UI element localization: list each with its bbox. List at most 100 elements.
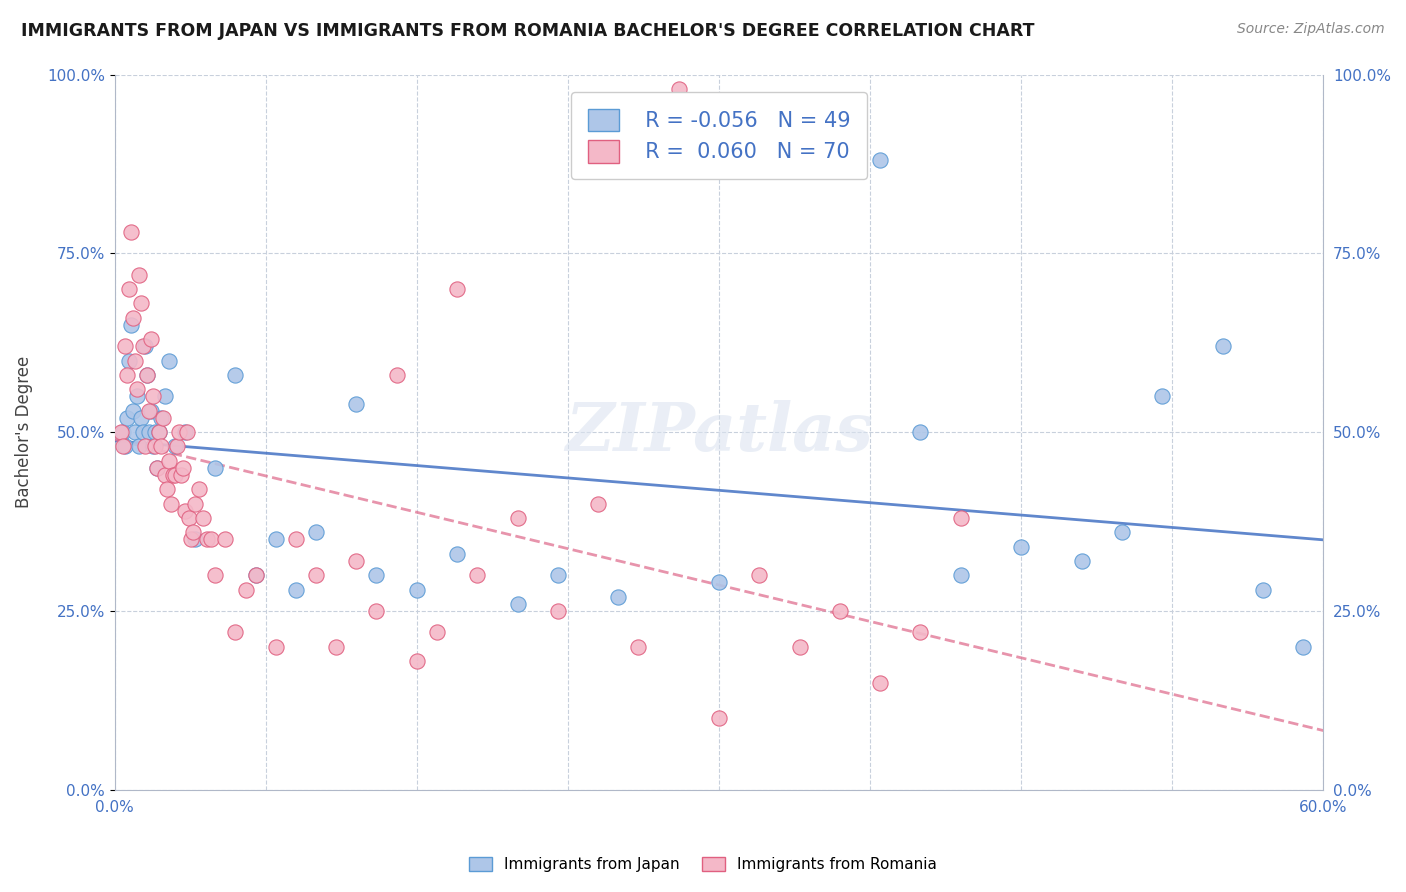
Point (121, 310, 143, 325)
Text: ZIPatlas: ZIPatlas (565, 400, 873, 465)
Point (135, 368, 157, 382)
Point (405, 654, 427, 668)
Point (235, 582, 257, 597)
Point (305, 568, 328, 582)
Point (142, 440, 165, 454)
Point (134, 440, 156, 454)
Point (181, 525, 204, 540)
Point (115, 368, 138, 382)
Point (139, 403, 162, 417)
Point (153, 468, 176, 483)
Point (465, 568, 488, 582)
Point (115, 410, 138, 425)
Point (828, 604, 851, 618)
Legend:   R = -0.056   N = 49,   R =  0.060   N = 70: R = -0.056 N = 49, R = 0.060 N = 70 (571, 92, 866, 179)
Point (143, 440, 166, 454)
Point (149, 440, 172, 454)
Point (156, 483, 179, 497)
Point (111, 440, 134, 454)
Point (214, 533, 236, 547)
Point (146, 461, 169, 475)
Point (125, 382, 148, 396)
Point (184, 497, 207, 511)
Point (1212, 339, 1234, 353)
Point (204, 461, 226, 475)
Point (869, 153, 891, 168)
Point (184, 533, 207, 547)
Point (264, 533, 287, 547)
Point (162, 468, 184, 483)
Point (129, 410, 152, 425)
Point (284, 533, 307, 547)
Point (668, 82, 690, 96)
Point (949, 511, 972, 525)
Point (142, 389, 165, 403)
Point (118, 353, 141, 368)
Point (195, 533, 218, 547)
Point (586, 497, 609, 511)
Point (153, 389, 176, 403)
Point (124, 353, 146, 368)
Point (193, 511, 215, 525)
Point (366, 604, 388, 618)
Point (1251, 582, 1274, 597)
Point (138, 425, 160, 440)
Point (305, 525, 328, 540)
Point (114, 440, 136, 454)
Point (120, 225, 142, 239)
Point (157, 353, 180, 368)
Point (148, 425, 170, 440)
Point (245, 568, 267, 582)
Point (139, 332, 162, 346)
Point (910, 625, 932, 640)
Legend: Immigrants from Japan, Immigrants from Romania: Immigrants from Japan, Immigrants from R… (461, 849, 945, 880)
Point (607, 590, 630, 604)
Point (627, 640, 650, 654)
Point (1152, 389, 1174, 403)
Text: Source: ZipAtlas.com: Source: ZipAtlas.com (1237, 22, 1385, 37)
Point (121, 403, 143, 417)
Point (143, 425, 166, 440)
Point (748, 568, 770, 582)
Point (224, 625, 246, 640)
Point (134, 339, 156, 353)
Point (152, 410, 174, 425)
Point (344, 396, 367, 410)
Point (506, 597, 529, 611)
Point (1010, 540, 1032, 554)
Point (204, 568, 226, 582)
Point (949, 568, 972, 582)
Point (224, 368, 246, 382)
Point (869, 675, 891, 690)
Point (284, 582, 307, 597)
Point (446, 547, 468, 561)
Point (174, 504, 197, 518)
Point (124, 425, 146, 440)
Point (506, 511, 529, 525)
Point (446, 282, 468, 296)
Point (135, 368, 157, 382)
Point (118, 282, 141, 296)
Point (180, 533, 202, 547)
Point (366, 568, 388, 582)
Point (245, 568, 267, 582)
Point (1111, 525, 1133, 540)
Point (176, 425, 198, 440)
Point (160, 497, 183, 511)
Point (148, 425, 170, 440)
Point (114, 339, 136, 353)
Point (163, 440, 186, 454)
Point (163, 468, 186, 483)
Point (125, 389, 148, 403)
Y-axis label: Bachelor's Degree: Bachelor's Degree (15, 356, 32, 508)
Point (325, 640, 347, 654)
Point (789, 640, 811, 654)
Point (149, 410, 172, 425)
Point (128, 440, 150, 454)
Point (128, 268, 150, 282)
Point (547, 604, 569, 618)
Point (166, 440, 188, 454)
Point (172, 461, 194, 475)
Point (200, 533, 222, 547)
Point (385, 368, 408, 382)
